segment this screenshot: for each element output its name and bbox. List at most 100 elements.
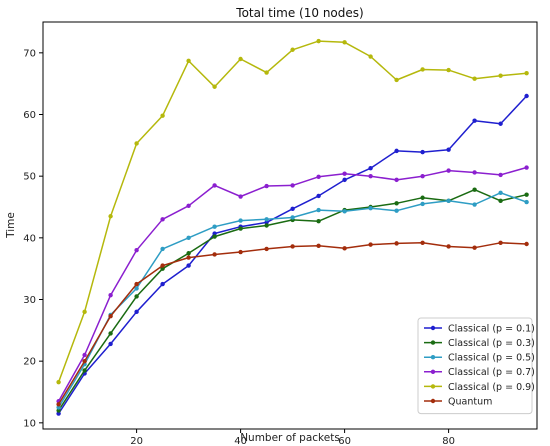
data-point [238, 249, 243, 255]
data-point [472, 118, 477, 123]
data-point [186, 235, 191, 241]
plot-frame [42, 21, 538, 430]
data-point [290, 47, 295, 52]
data-point [134, 294, 139, 299]
data-point [212, 252, 217, 257]
y-axis-title: Time [5, 212, 17, 239]
data-point [394, 208, 399, 213]
data-point [394, 241, 399, 246]
data-point [368, 206, 373, 211]
data-point [394, 177, 399, 183]
data-point [160, 113, 165, 118]
data-point [446, 244, 451, 249]
x-tick-label: 60 [338, 436, 351, 446]
data-point [134, 141, 139, 146]
plot-area [56, 38, 529, 416]
data-point [394, 77, 399, 83]
data-point [238, 218, 243, 223]
x-tick-label: 20 [130, 436, 143, 446]
data-point [446, 67, 451, 73]
legend-marker [430, 325, 436, 331]
data-point [472, 202, 477, 207]
data-point [498, 198, 503, 204]
data-point [420, 240, 425, 245]
data-point [420, 173, 425, 179]
y-tick-label: 40 [23, 233, 36, 244]
data-point [342, 246, 347, 251]
legend-marker [430, 369, 436, 374]
series-5 [56, 240, 529, 407]
data-point [160, 281, 165, 287]
data-point [186, 263, 191, 268]
y-tick-label: 60 [23, 110, 36, 121]
data-point [264, 220, 269, 225]
data-point [420, 195, 425, 200]
data-point [498, 121, 503, 126]
data-point [524, 192, 529, 197]
data-point [316, 243, 321, 249]
y-tick-label: 20 [23, 357, 36, 368]
data-point [238, 194, 243, 199]
legend-label: Classical (p = 0.5) [448, 353, 535, 364]
data-point [472, 170, 477, 175]
data-point [394, 148, 399, 154]
data-point [290, 206, 295, 212]
data-point [342, 171, 347, 176]
data-point [82, 352, 87, 358]
data-point [56, 402, 61, 407]
data-point [264, 246, 269, 252]
data-point [342, 177, 347, 183]
legend-marker [430, 340, 436, 345]
data-point [420, 67, 425, 72]
legend-box [417, 317, 533, 415]
legend-label: Classical (p = 0.3) [448, 338, 535, 349]
data-point [290, 215, 295, 220]
data-point [420, 149, 425, 155]
data-point [316, 218, 321, 224]
data-point [264, 223, 269, 228]
data-point [394, 201, 399, 206]
data-point [472, 76, 477, 81]
data-point [446, 147, 451, 152]
data-point [108, 341, 113, 347]
data-point [82, 368, 87, 373]
data-point [472, 245, 477, 250]
data-point [238, 56, 243, 62]
data-point [368, 54, 373, 59]
data-point [108, 313, 113, 319]
data-point [420, 201, 425, 207]
data-point [82, 358, 87, 364]
data-point [134, 281, 139, 287]
x-axis-title: Number of packets [240, 432, 340, 444]
y-tick-label: 50 [23, 172, 36, 183]
data-point [56, 408, 61, 413]
data-point [186, 203, 191, 208]
data-point [186, 58, 191, 64]
series-2 [56, 190, 529, 410]
y-tick-label: 30 [23, 295, 36, 306]
data-point [134, 309, 139, 315]
data-point [524, 165, 529, 170]
data-point [212, 224, 217, 229]
x-tick-label: 40 [234, 436, 247, 446]
legend-label: Classical (p = 0.1) [448, 323, 535, 334]
data-point [264, 70, 269, 75]
data-point [368, 173, 373, 179]
data-point [212, 234, 217, 239]
data-point [316, 207, 321, 213]
data-point [524, 199, 529, 205]
data-point [212, 183, 217, 188]
data-point [56, 379, 61, 385]
data-point [290, 244, 295, 249]
data-point [82, 309, 87, 315]
data-point [134, 286, 139, 291]
data-point [212, 84, 217, 89]
data-point [446, 168, 451, 173]
data-point [160, 266, 165, 271]
series-3 [56, 165, 529, 404]
data-point [342, 209, 347, 214]
data-point [108, 292, 113, 298]
data-point [56, 411, 61, 416]
